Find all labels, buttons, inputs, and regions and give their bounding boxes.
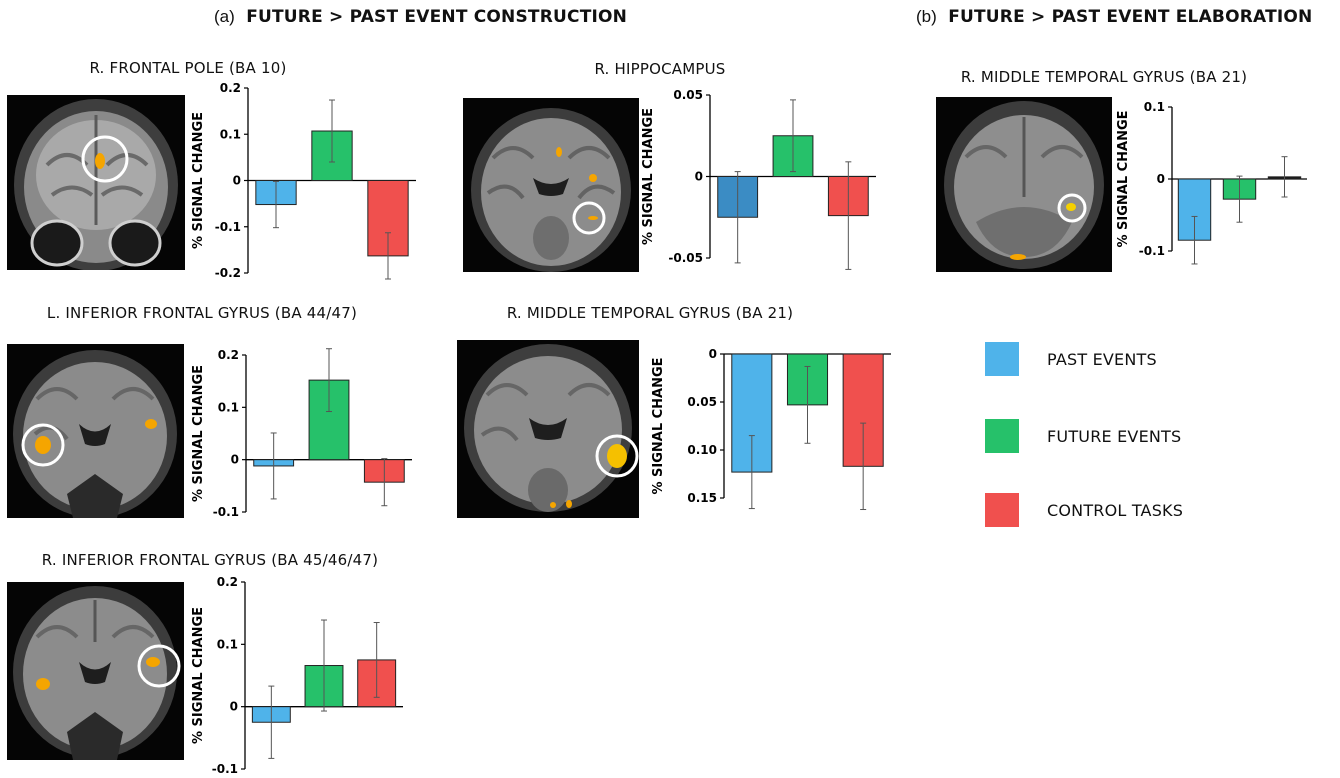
y-tick-label: 0 (695, 170, 703, 184)
y-axis-label: % SIGNAL CHANGE (191, 607, 206, 744)
brain-scan-frontal-pole (7, 95, 185, 270)
y-tick-label: 0 (230, 700, 238, 714)
panel-a-title: FUTURE > PAST EVENT CONSTRUCTION (246, 7, 628, 27)
y-axis-label: % SIGNAL CHANGE (191, 112, 206, 249)
y-tick-label: 0 (231, 453, 239, 467)
brain-scan-r-mtg-a (457, 340, 639, 518)
y-tick-label: 0.1 (218, 400, 239, 414)
y-tick-label: 0.1 (220, 127, 241, 141)
y-tick-label: 0.05 (673, 88, 703, 102)
y-tick-label: -0.1 (212, 762, 238, 776)
brain-scan-r-ifg (7, 582, 184, 760)
panel-title-r-ifg: R. INFERIOR FRONTAL GYRUS (BA 45/46/47) (41, 551, 379, 569)
panel-title-r-mtg-b: R. MIDDLE TEMPORAL GYRUS (BA 21) (960, 68, 1248, 86)
y-tick-label: 0 (1157, 172, 1165, 186)
y-tick-label: -0.1 (213, 505, 239, 519)
legend-item-future: FUTURE EVENTS (985, 419, 1181, 453)
panel-title-hippocampus: R. HIPPOCAMPUS (594, 60, 726, 78)
chart-r-mtg-a: % SIGNAL CHANGE 0 0.05 0.10 0.15 (651, 347, 891, 511)
legend-swatch-future (985, 419, 1019, 453)
legend-label-past: PAST EVENTS (1047, 349, 1157, 369)
y-axis-label: % SIGNAL CHANGE (651, 357, 666, 494)
y-tick-label: 0 (709, 347, 717, 361)
y-axis-label: % SIGNAL CHANGE (191, 365, 206, 502)
panel-title-l-ifg: L. INFERIOR FRONTAL GYRUS (BA 44/47) (46, 304, 358, 322)
brain-scan-r-mtg-b (936, 97, 1112, 272)
panel-b-label: (b) (916, 7, 937, 26)
y-axis-label: % SIGNAL CHANGE (1116, 110, 1131, 247)
y-tick-label: 0.15 (687, 491, 717, 505)
y-tick-label: -0.2 (215, 266, 241, 280)
chart-l-ifg: % SIGNAL CHANGE 0.2 0.1 0 -0.1 (191, 348, 412, 519)
chart-hippocampus: % SIGNAL CHANGE 0.05 0 -0.05 (641, 88, 876, 270)
chart-r-mtg-b: % SIGNAL CHANGE 0.1 0 -0.1 (1116, 100, 1307, 265)
y-tick-label: 0.1 (217, 637, 238, 651)
legend-label-control: CONTROL TASKS (1047, 500, 1184, 520)
brain-scan-l-ifg (7, 344, 184, 518)
legend-label-future: FUTURE EVENTS (1047, 426, 1182, 446)
legend-item-past: PAST EVENTS (985, 342, 1157, 376)
y-tick-label: 0.2 (220, 81, 241, 95)
y-axis-label: % SIGNAL CHANGE (641, 108, 656, 245)
y-tick-label: 0.2 (218, 348, 239, 362)
legend-swatch-past (985, 342, 1019, 376)
y-tick-label: -0.1 (215, 220, 241, 234)
y-tick-label: 0.05 (687, 395, 717, 409)
y-tick-label: 0.1 (1144, 100, 1165, 114)
y-tick-label: 0.10 (687, 443, 717, 457)
y-tick-label: -0.05 (668, 251, 703, 265)
panel-b-title: FUTURE > PAST EVENT ELABORATION (948, 7, 1313, 27)
chart-frontal-pole: % SIGNAL CHANGE 0.2 0.1 0 -0.1 -0.2 (191, 81, 416, 280)
legend-item-control: CONTROL TASKS (985, 493, 1183, 527)
panel-a-header: (a) FUTURE > PAST EVENT CONSTRUCTION (214, 7, 627, 27)
brain-scan-hippocampus (463, 98, 639, 272)
panel-title-r-mtg-a: R. MIDDLE TEMPORAL GYRUS (BA 21) (506, 304, 794, 322)
y-tick-label: 0.2 (217, 575, 238, 589)
legend-swatch-control (985, 493, 1019, 527)
panel-title-frontal-pole: R. FRONTAL POLE (BA 10) (89, 59, 287, 77)
y-tick-label: 0 (233, 174, 241, 188)
chart-r-ifg: % SIGNAL CHANGE 0.2 0.1 0 -0.1 (191, 575, 403, 776)
panel-a-label: (a) (214, 7, 235, 26)
panel-b-header: (b) FUTURE > PAST EVENT ELABORATION (916, 7, 1312, 27)
y-tick-label: -0.1 (1139, 244, 1165, 258)
